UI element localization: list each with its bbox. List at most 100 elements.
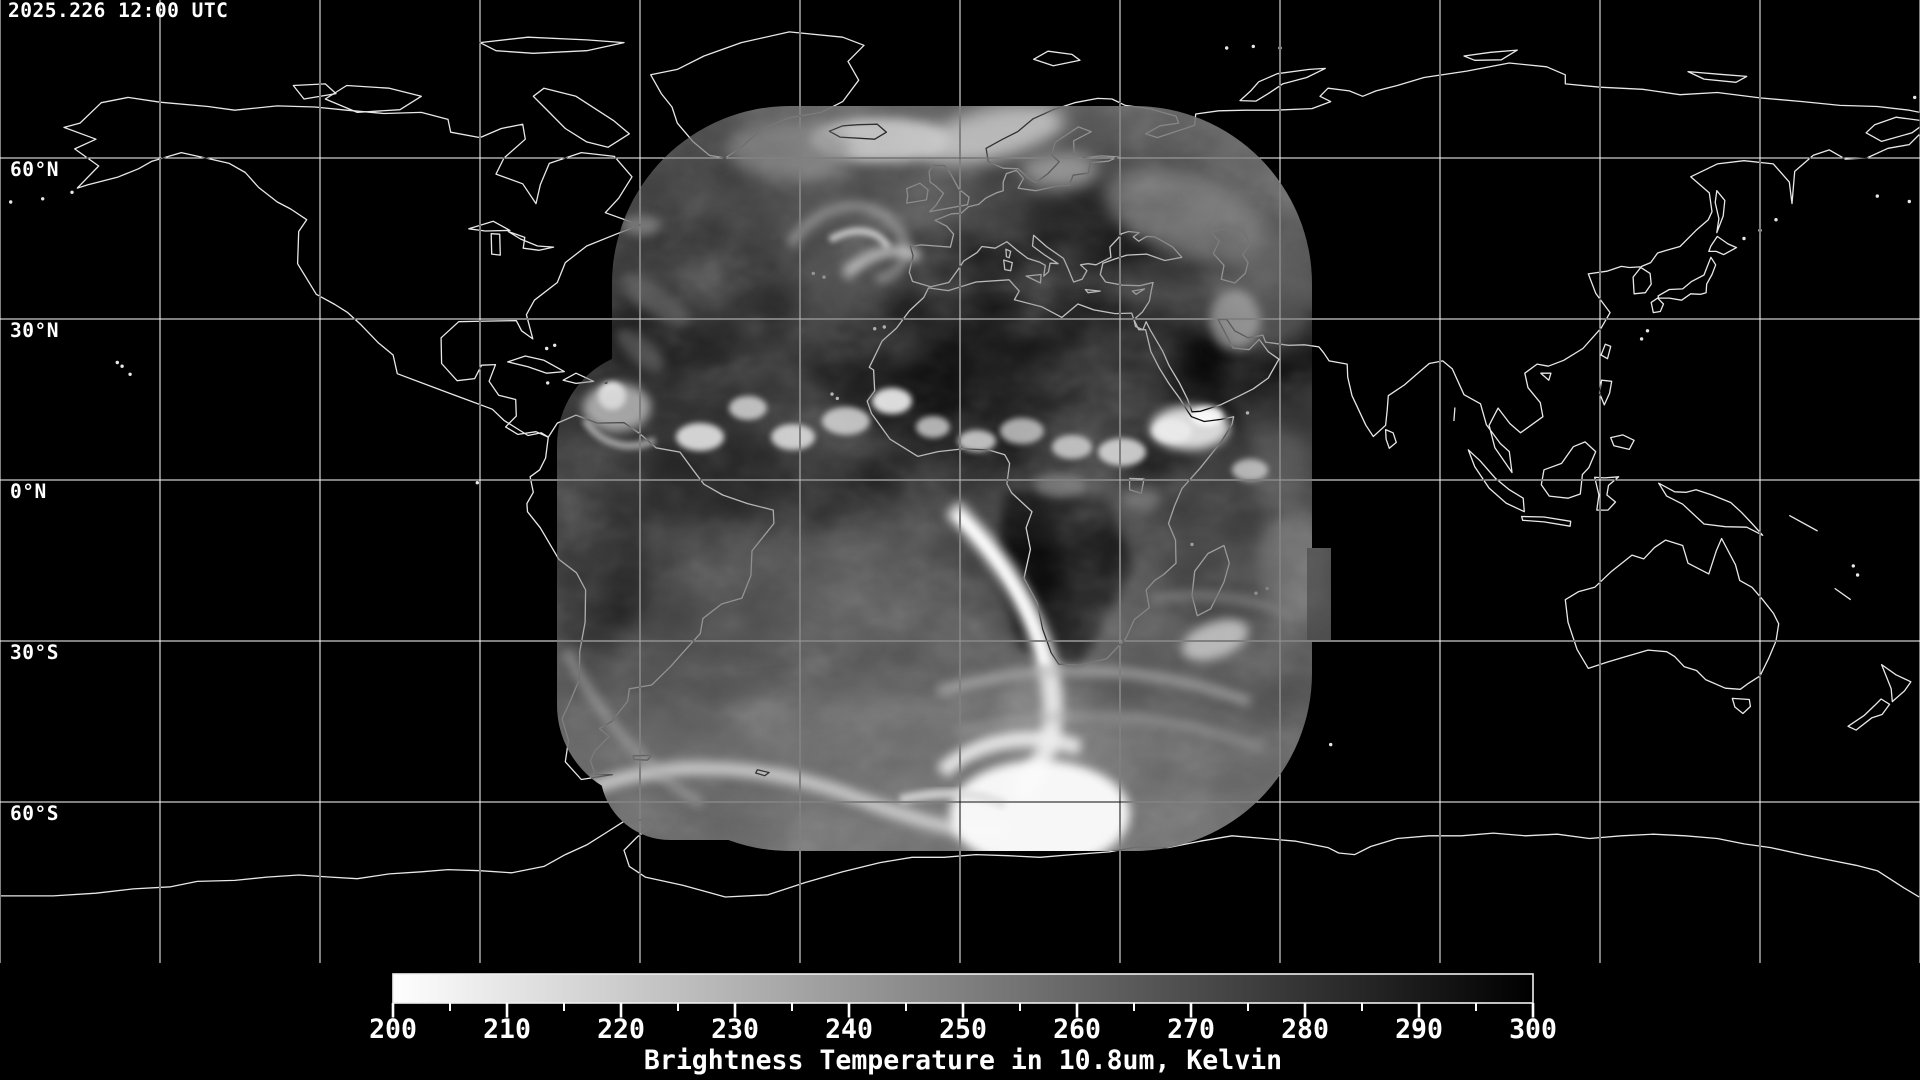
coastline <box>1005 248 1012 259</box>
island-dot <box>1645 329 1650 333</box>
coastline <box>1025 273 1042 284</box>
island-dot <box>830 392 834 396</box>
coastline <box>928 164 970 213</box>
coastline <box>632 754 653 761</box>
colorbar-tick-label: 280 <box>1281 1014 1329 1045</box>
coastline <box>1788 514 1818 532</box>
colorbar-tick-label: 210 <box>483 1014 531 1045</box>
satellite-data-swath <box>557 106 1331 851</box>
coastline <box>1847 698 1891 731</box>
island-dot <box>873 327 877 331</box>
island-dot <box>1758 228 1762 233</box>
coastline <box>0 819 1920 899</box>
colorbar-tick-label: 300 <box>1509 1014 1557 1045</box>
island-dot <box>475 481 479 485</box>
coastline <box>1594 476 1620 511</box>
island-dot <box>1907 199 1912 204</box>
latitude-label: 30°S <box>10 641 59 664</box>
coastline <box>866 279 1235 666</box>
coastline <box>1453 407 1456 422</box>
coastline <box>1239 67 1326 102</box>
coastline <box>507 230 555 251</box>
colorbar-tick-label: 250 <box>939 1014 987 1045</box>
colorbar-tick-label: 220 <box>597 1014 645 1045</box>
colorbar-tick-labels: 200 210 220 230 240 250 260 270 280 290 300 <box>369 1014 1557 1045</box>
coastline <box>1650 297 1665 314</box>
coastline <box>1880 663 1912 703</box>
coastline <box>1210 227 1252 284</box>
coastline <box>1540 372 1552 381</box>
coastline <box>507 355 565 374</box>
island-dot <box>553 343 557 347</box>
coastline <box>906 182 929 204</box>
colorbar-gradient-bar <box>392 973 1534 1004</box>
coastline <box>532 87 630 148</box>
coastline <box>1600 343 1612 360</box>
coastline <box>526 414 775 781</box>
coastline <box>63 96 641 438</box>
coastline <box>324 84 422 114</box>
island-dot <box>1875 194 1880 198</box>
island-dot <box>70 190 74 194</box>
island-dot <box>115 360 120 365</box>
timestamp: 2025.226 12:00 UTC <box>8 0 228 22</box>
coastline <box>292 83 337 100</box>
island-dot <box>1254 591 1258 595</box>
island-dot <box>1639 337 1644 341</box>
island-dot <box>1245 411 1250 415</box>
island-dot <box>545 346 549 351</box>
latitude-labels: 60°N 30°N 0°N 30°S 60°S <box>10 158 59 825</box>
coastline <box>490 233 501 256</box>
island-dot <box>1851 564 1856 568</box>
island-dot <box>546 381 550 385</box>
island-dot <box>822 275 826 279</box>
coastline <box>1084 288 1101 294</box>
island-dot <box>835 396 839 401</box>
coastline <box>1610 434 1635 451</box>
coastline <box>1598 379 1613 406</box>
coastline <box>1540 441 1597 499</box>
island-dot <box>9 200 13 204</box>
coastline <box>1384 428 1397 449</box>
coastline <box>562 372 595 385</box>
coastline <box>828 123 888 140</box>
coastline <box>1708 235 1738 256</box>
island-dot <box>1251 44 1256 49</box>
coastlines <box>0 31 1920 899</box>
coastline <box>1131 288 1146 295</box>
coastline <box>1564 537 1780 690</box>
colorbar-tick-label: 240 <box>825 1014 873 1045</box>
latitude-label: 60°S <box>10 802 59 825</box>
latlon-gridlines <box>0 0 1920 963</box>
colorbar: 200 210 220 230 240 250 260 270 280 290 300 Bright… <box>369 973 1557 1076</box>
coastline <box>1658 482 1764 536</box>
island-dot <box>120 364 124 368</box>
colorbar-tick-label: 270 <box>1167 1014 1215 1045</box>
coastline <box>1657 256 1717 301</box>
coastline <box>1467 449 1525 513</box>
coastline <box>1463 49 1518 61</box>
coastline <box>1834 587 1852 601</box>
island-dot <box>128 372 132 376</box>
island-dot <box>41 197 45 201</box>
coastline <box>1731 697 1752 715</box>
coastline <box>1191 544 1230 617</box>
coastline <box>1520 515 1572 527</box>
island-dot <box>1742 236 1746 241</box>
coastline <box>1714 190 1726 234</box>
colorbar-tick-label: 260 <box>1053 1014 1101 1045</box>
coastline <box>1128 477 1145 495</box>
island-dot <box>1774 218 1778 222</box>
colorbar-tick-label: 230 <box>711 1014 759 1045</box>
colorbar-tick-label: 200 <box>369 1014 417 1045</box>
colorbar-title: Brightness Temperature in 10.8um, Kelvin <box>644 1045 1282 1076</box>
island-dot <box>1190 542 1194 547</box>
coastline <box>479 36 625 54</box>
coastline <box>908 62 1920 474</box>
island-dot <box>811 271 815 276</box>
island-dot <box>604 380 608 384</box>
coastline <box>468 220 511 232</box>
island-dot <box>1265 586 1269 591</box>
coastline <box>1865 116 1920 143</box>
